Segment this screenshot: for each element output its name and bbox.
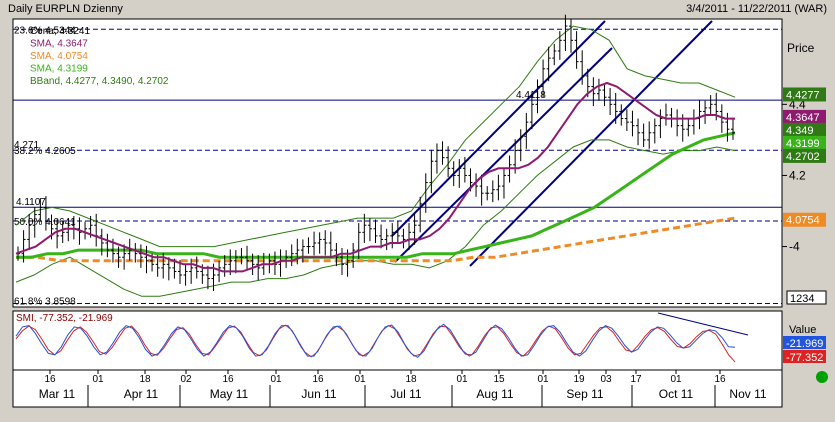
price-tag (783, 87, 826, 102)
price-tag-label: 4.3647 (786, 112, 820, 124)
level-label-4-1107: 4.1107 (16, 197, 46, 208)
x-month-label: Jun 11 (301, 387, 336, 401)
x-month-label: Apr 11 (124, 387, 159, 401)
x-month-label: Nov 11 (729, 387, 766, 401)
smi-trendline (657, 312, 749, 336)
x-day-label: 18 (405, 374, 417, 385)
price-tag (783, 109, 826, 124)
legend-item: Cena, 4.3241 (30, 26, 90, 37)
x-month-label: May 11 (210, 387, 249, 401)
price-axis-title: Price (787, 41, 815, 55)
smi-signal-tag (783, 350, 826, 363)
y-tick-label: 4.2 (789, 168, 806, 182)
price-tag (783, 122, 826, 137)
legend-item: SMA, 4.3199 (30, 64, 88, 75)
x-month-label: Oct 11 (659, 387, 694, 401)
series-sma-4-3647 (15, 81, 735, 273)
smi-main-tag (783, 336, 826, 349)
x-day-label: 01 (92, 374, 104, 385)
status-dot (816, 371, 828, 383)
price-tag (783, 135, 826, 150)
x-day-label: 01 (354, 374, 366, 385)
price-tag (783, 148, 826, 163)
smi-signal-tag-label: -77.352 (786, 352, 823, 364)
trend-channel-line (391, 20, 606, 237)
x-day-label: 01 (456, 374, 468, 385)
price-tag-label: 4.4277 (786, 89, 820, 101)
fib-label-50: 50.0% 4.0641 (14, 217, 76, 228)
x-day-label: 16 (312, 374, 324, 385)
date-axis-panel (12, 369, 783, 408)
legend-item: SMA, 4.3647 (30, 39, 88, 50)
price-tag (783, 212, 826, 227)
trend-channel-line (394, 47, 613, 263)
price-tag-label: 4.0754 (786, 215, 820, 227)
price-tag-label: 4.349 (786, 125, 814, 137)
date-range: 3/4/2011 - 11/22/2011 (WAR) (686, 3, 827, 15)
scale-box-label: 1234 (790, 293, 814, 305)
x-day-label: 18 (139, 374, 151, 385)
smi-panel (12, 310, 783, 373)
series-bollinger-lower (15, 139, 736, 297)
legend-item: SMA, 4.0754 (30, 51, 88, 62)
series-bollinger-upper (15, 25, 736, 248)
x-day-label: 19 (573, 374, 585, 385)
x-day-label: 16 (222, 374, 234, 385)
x-month-label: Aug 11 (476, 387, 513, 401)
x-day-label: 16 (714, 374, 726, 385)
legend-item: BBand, 4.4277, 4.3490, 4.2702 (30, 76, 169, 87)
price-tag-label: 4.3199 (786, 138, 820, 150)
chart-title: Daily EURPLN Dzienny (8, 3, 123, 15)
level-label-4-271: 4.271 (14, 140, 39, 151)
x-day-label: 01 (270, 374, 282, 385)
x-day-label: 15 (493, 374, 505, 385)
smi-main-line (15, 323, 736, 359)
x-day-label: 01 (537, 374, 549, 385)
x-month-label: Sep 11 (566, 387, 603, 401)
scale-box (786, 290, 827, 305)
fib-label-23: 23.6% 4.5344 (14, 25, 76, 36)
x-month-label: Mar 11 (39, 387, 76, 401)
x-day-label: 02 (180, 374, 192, 385)
price-tag-label: 4.2702 (786, 151, 820, 163)
trend-channel-line (469, 20, 713, 267)
x-day-label: 01 (670, 374, 682, 385)
x-day-label: 16 (44, 374, 56, 385)
y-tick-label: -4 (789, 240, 800, 254)
x-day-label: 03 (600, 374, 612, 385)
fib-label-61: 61.8% 3.8598 (14, 296, 76, 307)
smi-main-tag-label: -21.969 (786, 338, 823, 350)
smi-value-header: Value (789, 324, 816, 336)
fib-label-38: 38.2% 4.2605 (14, 146, 76, 157)
x-day-label: 17 (630, 374, 642, 385)
x-month-label: Jul 11 (390, 387, 421, 401)
smi-legend: SMI, -77.352, -21.969 (16, 313, 113, 324)
